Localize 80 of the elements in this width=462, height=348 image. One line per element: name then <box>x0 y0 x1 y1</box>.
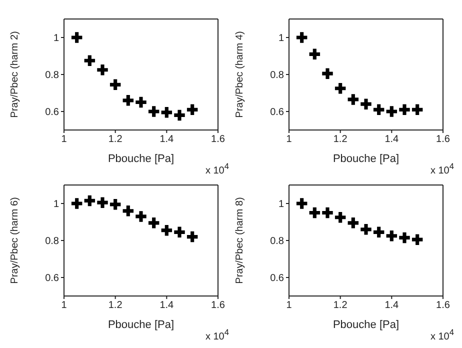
point <box>161 224 172 236</box>
point <box>399 232 410 244</box>
y-tick-label: 1 <box>278 199 284 210</box>
point <box>136 96 146 108</box>
y-tick-label: 1 <box>53 33 60 44</box>
y-axis-title: Pray/Pbec (harm 6) <box>10 197 21 284</box>
point <box>373 104 384 116</box>
x-tick-label: 1 <box>61 300 68 312</box>
point <box>84 55 96 66</box>
x-tick-label: 1.4 <box>160 134 174 146</box>
point <box>136 211 146 222</box>
y-axis-title: Pray/Pbec (harm 2) <box>10 31 21 118</box>
point <box>71 32 82 43</box>
point <box>399 104 410 116</box>
point <box>334 212 346 223</box>
y-tick-label: 0.8 <box>270 236 284 248</box>
point <box>360 224 372 235</box>
point <box>373 226 384 238</box>
point <box>334 83 346 94</box>
point <box>322 68 333 79</box>
point <box>110 79 121 90</box>
point <box>148 106 160 117</box>
point <box>186 231 198 242</box>
x-tick-label: 1 <box>286 134 292 146</box>
point <box>386 106 398 117</box>
point <box>174 226 185 238</box>
x-tick-label: 1.6 <box>211 300 226 312</box>
y-tick-label: 0.8 <box>45 70 60 82</box>
point <box>296 32 308 43</box>
point <box>309 48 320 60</box>
x-tick-label: 1.6 <box>211 134 226 146</box>
x-axis-title: Pbouche [Pa] <box>108 153 174 165</box>
x-tick-label: 1.2 <box>108 134 123 146</box>
y-tick-label: 0.6 <box>45 107 60 118</box>
text: x 10$^{4}$ <box>205 326 229 344</box>
point <box>348 94 359 105</box>
point <box>186 104 198 116</box>
point <box>412 234 423 245</box>
point <box>122 95 134 106</box>
x-axis-title: Pbouche [Pa] <box>108 319 174 331</box>
x-tick-label: 1 <box>286 300 292 312</box>
text: x 10$^{4}$ <box>205 160 229 178</box>
point <box>84 195 96 206</box>
x-tick-label: 1.4 <box>160 300 174 312</box>
point <box>322 207 333 218</box>
x-tick-label: 1.2 <box>108 300 123 312</box>
y-tick-label: 0.6 <box>45 273 60 284</box>
x-tick-label: 1.4 <box>384 300 400 312</box>
point <box>412 104 423 116</box>
y-tick-label: 0.6 <box>270 107 284 118</box>
point <box>148 218 160 228</box>
point <box>97 197 108 208</box>
text: x 10$^{4}$ <box>430 326 454 344</box>
x-tick-label: 1.2 <box>333 134 348 146</box>
x-tick-label: 1.2 <box>333 300 348 312</box>
x-tick-label: 1.4 <box>384 134 400 146</box>
point <box>122 206 134 216</box>
y-tick-label: 0.8 <box>45 236 60 248</box>
point <box>174 110 185 121</box>
x-tick-label: 1.6 <box>436 134 450 146</box>
point <box>386 230 398 242</box>
y-tick-label: 1 <box>278 33 284 44</box>
point <box>161 107 172 118</box>
point <box>360 98 372 110</box>
x-axis-title: Pbouche [Pa] <box>332 319 400 331</box>
point <box>110 199 121 210</box>
text: x 10$^{4}$ <box>430 160 454 178</box>
point <box>309 207 320 218</box>
x-axis-title: Pbouche [Pa] <box>332 153 400 165</box>
point <box>348 218 359 228</box>
x-tick-label: 1.6 <box>436 300 450 312</box>
point <box>71 198 82 209</box>
y-tick-label: 1 <box>53 199 60 210</box>
point <box>296 198 308 209</box>
y-tick-label: 0.6 <box>270 273 284 284</box>
y-tick-label: 0.8 <box>270 70 284 82</box>
y-axis-title: Pray/Pbec (harm 4) <box>234 31 246 118</box>
point <box>97 64 108 76</box>
y-axis-title: Pray/Pbec (harm 8) <box>234 197 246 284</box>
x-tick-label: 1 <box>61 134 68 146</box>
